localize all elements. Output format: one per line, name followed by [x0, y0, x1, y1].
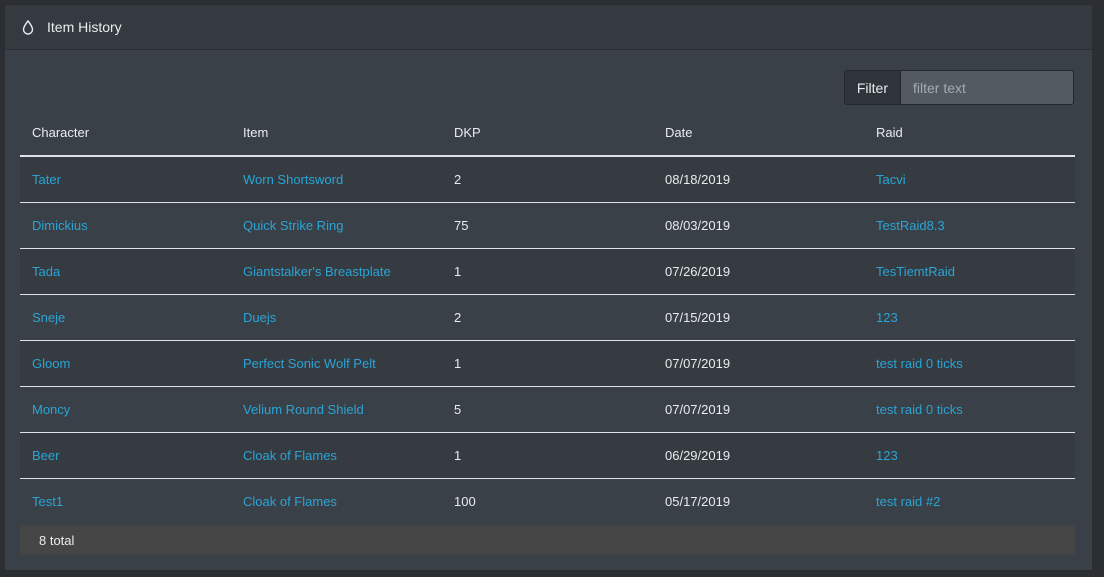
item-history-card: Item History Filter Character Item DKP D…: [4, 4, 1093, 571]
character-link[interactable]: Test1: [32, 493, 64, 509]
column-header-item[interactable]: Item: [231, 109, 442, 157]
table-row: Beer Cloak of Flames 1 06/29/2019 123: [20, 432, 1075, 479]
item-link[interactable]: Duejs: [243, 309, 277, 325]
character-link[interactable]: Sneje: [32, 309, 66, 325]
filter-group: Filter: [843, 70, 1074, 105]
raid-link[interactable]: test raid #2: [876, 493, 941, 509]
card-header: Item History: [5, 5, 1092, 50]
table-row: Tada Giantstalker's Breastplate 1 07/26/…: [20, 248, 1075, 295]
date-value: 07/07/2019: [653, 386, 864, 433]
table-row: Sneje Duejs 2 07/15/2019 123: [20, 294, 1075, 341]
droplet-icon: [21, 19, 35, 35]
dkp-value: 2: [442, 156, 653, 203]
dkp-value: 2: [442, 294, 653, 341]
raid-link[interactable]: TestRaid8.3: [876, 217, 945, 233]
total-count: 8 total: [39, 532, 75, 548]
item-link[interactable]: Cloak of Flames: [243, 493, 337, 509]
dkp-value: 100: [454, 493, 476, 509]
character-link[interactable]: Moncy: [32, 401, 71, 417]
item-history-table: Character Item DKP Date Raid Tater Worn …: [20, 109, 1075, 524]
dkp-value: 5: [442, 386, 653, 433]
filter-label: Filter: [843, 70, 900, 105]
item-link[interactable]: Perfect Sonic Wolf Pelt: [243, 355, 376, 371]
date-value: 06/29/2019: [653, 432, 864, 479]
raid-link[interactable]: 123: [876, 309, 898, 325]
table-row: Moncy Velium Round Shield 5 07/07/2019 t…: [20, 386, 1075, 433]
table-row: Tater Worn Shortsword 2 08/18/2019 Tacvi: [20, 156, 1075, 203]
date-value: 07/26/2019: [653, 248, 864, 295]
raid-link[interactable]: Tacvi: [876, 171, 906, 187]
filter-input[interactable]: [900, 70, 1074, 105]
dkp-value: 75: [442, 202, 653, 249]
date-value: 08/03/2019: [653, 202, 864, 249]
character-link[interactable]: Tada: [32, 263, 61, 279]
raid-link[interactable]: 123: [876, 447, 898, 463]
dkp-value: 1: [442, 432, 653, 479]
item-link[interactable]: Velium Round Shield: [243, 401, 364, 417]
character-link[interactable]: Gloom: [32, 355, 71, 371]
column-header-character[interactable]: Character: [20, 109, 231, 157]
table-row: Dimickius Quick Strike Ring 75 08/03/201…: [20, 202, 1075, 249]
item-link[interactable]: Quick Strike Ring: [243, 217, 344, 233]
table-row: Gloom Perfect Sonic Wolf Pelt 1 07/07/20…: [20, 340, 1075, 387]
dkp-value: 1: [442, 340, 653, 387]
raid-link[interactable]: test raid 0 ticks: [876, 355, 963, 371]
dkp-value: 1: [442, 248, 653, 295]
item-link[interactable]: Cloak of Flames: [243, 447, 337, 463]
date-value: 05/17/2019: [665, 493, 731, 509]
page-title: Item History: [47, 19, 122, 35]
table-header-row: Character Item DKP Date Raid: [20, 109, 1075, 157]
character-link[interactable]: Beer: [32, 447, 60, 463]
character-link[interactable]: Tater: [32, 171, 61, 187]
date-value: 07/07/2019: [653, 340, 864, 387]
column-header-raid[interactable]: Raid: [864, 109, 1075, 157]
table-row: Test1 Cloak of Flames 100 05/17/2019 tes…: [20, 478, 1075, 524]
column-header-dkp[interactable]: DKP: [442, 109, 653, 157]
column-header-date[interactable]: Date: [653, 109, 864, 157]
date-value: 08/18/2019: [653, 156, 864, 203]
item-link[interactable]: Worn Shortsword: [243, 171, 344, 187]
table-footer: 8 total: [20, 525, 1075, 555]
character-link[interactable]: Dimickius: [32, 217, 88, 233]
date-value: 07/15/2019: [653, 294, 864, 341]
raid-link[interactable]: test raid 0 ticks: [876, 401, 963, 417]
raid-link[interactable]: TesTiemtRaid: [876, 263, 955, 279]
item-link[interactable]: Giantstalker's Breastplate: [243, 263, 391, 279]
